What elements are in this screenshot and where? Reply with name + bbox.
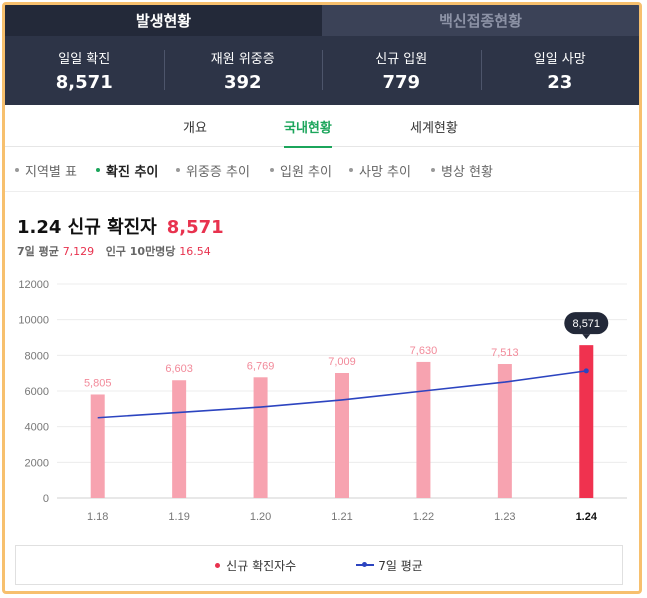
main-tabs: 발생현황 백신접종현황: [5, 5, 639, 36]
sub-tabs: 개요 국내현황 세계현황: [5, 105, 639, 148]
stat-daily-confirmed: 일일 확진 8,571: [5, 36, 164, 105]
summary-header: 발생현황 백신접종현황 일일 확진 8,571 재원 위중증 392 신규 입원…: [5, 5, 639, 105]
bullet-icon: [270, 168, 274, 172]
bar-data-label: 8,571: [573, 318, 601, 330]
headline-value: 8,571: [166, 217, 224, 238]
bullet-icon: [349, 168, 353, 172]
x-tick-label: 1.24: [576, 511, 598, 523]
chart-headline: 1.24 신규 확진자 8,571: [17, 213, 224, 239]
bar: [416, 361, 431, 498]
bullet-icon: [15, 168, 19, 172]
filter-region-table[interactable]: 지역별 표: [15, 148, 77, 192]
bullet-icon: [96, 168, 100, 172]
bar: [579, 345, 594, 498]
y-tick-label: 6000: [25, 386, 49, 398]
legend-label: 신규 확진자수: [226, 558, 297, 573]
legend-line-icon: [356, 562, 375, 567]
x-tick-label: 1.23: [494, 511, 515, 523]
chart-legend: 신규 확진자수 7일 평균: [15, 545, 623, 585]
filter-label: 병상 현황: [441, 164, 493, 180]
bar-data-label: 6,769: [247, 360, 275, 372]
stat-value: 23: [547, 72, 573, 93]
x-tick-label: 1.21: [331, 511, 352, 523]
x-tick-label: 1.22: [413, 511, 434, 523]
bar: [335, 373, 349, 498]
filter-label: 위중증 추이: [186, 164, 250, 180]
legend-item-average[interactable]: 7일 평균: [356, 557, 423, 574]
y-tick-label: 2000: [25, 457, 49, 469]
x-tick-label: 1.19: [168, 511, 189, 523]
confirmed-trend-chart: 0 2000 4000 6000 8000 10000 12000 5,805 1.18 6,60…: [18, 279, 627, 523]
pop-value: 16.54: [179, 245, 211, 258]
y-tick-label: 0: [43, 493, 49, 505]
bar: [497, 364, 512, 498]
y-tick-label: 10000: [18, 315, 49, 327]
x-tick-label: 1.18: [87, 511, 108, 523]
data-label-bubble: [564, 312, 609, 335]
stat-value: 779: [382, 72, 421, 93]
avg-label: 7일 평균: [17, 245, 59, 258]
bar-data-label: 7,009: [328, 356, 356, 368]
bubble-pointer: [582, 334, 591, 340]
stat-value: 8,571: [55, 72, 113, 93]
stat-label: 일일 사망: [533, 52, 586, 67]
legend-item-bars[interactable]: 신규 확진자수: [215, 557, 296, 574]
bullet-icon: [176, 168, 180, 172]
pop-label: 인구 10만명당: [105, 245, 176, 258]
y-tick-label: 12000: [18, 279, 49, 291]
stat-new-admissions: 신규 입원 779: [322, 36, 481, 105]
bar-data-label: 7,513: [491, 347, 519, 359]
bullet-icon: [431, 168, 435, 172]
y-tick-label: 8000: [25, 350, 49, 362]
legend-label: 7일 평균: [378, 558, 423, 573]
bar: [253, 377, 268, 498]
tab-overview[interactable]: 개요: [183, 120, 207, 136]
stat-label: 신규 입원: [375, 52, 428, 67]
filter-bed-status[interactable]: 병상 현황: [431, 148, 493, 192]
avg-value: 7,129: [62, 245, 95, 258]
x-tick-label: 1.20: [250, 511, 271, 523]
bar: [172, 380, 187, 498]
average-line: [97, 370, 587, 419]
tab-world[interactable]: 세계현황: [410, 120, 458, 136]
bar-data-label: 5,805: [84, 377, 112, 389]
filter-label: 사망 추이: [359, 164, 411, 180]
tab-outbreak-status[interactable]: 발생현황: [5, 5, 322, 36]
filter-bar: 지역별 표 확진 추이 위중증 추이 입원 추이 사망 추이 병상 현황: [5, 148, 639, 192]
y-tick-label: 4000: [25, 422, 49, 434]
filter-label: 확진 추이: [106, 164, 159, 180]
bar-data-label: 7,630: [410, 345, 438, 357]
app-frame: 발생현황 백신접종현황 일일 확진 8,571 재원 위중증 392 신규 입원…: [2, 2, 642, 594]
bar: [90, 394, 105, 498]
filter-death-trend[interactable]: 사망 추이: [349, 148, 411, 192]
chart-subline: 7일 평균 7,129 인구 10만명당 16.54: [17, 243, 211, 259]
filter-label: 입원 추이: [280, 164, 332, 180]
stat-label: 재원 위중증: [210, 52, 275, 67]
average-point: [583, 368, 589, 374]
filter-confirmed-trend[interactable]: 확진 추이: [96, 148, 158, 192]
bar-data-label: 6,603: [165, 363, 193, 375]
stats-row: 일일 확진 8,571 재원 위중증 392 신규 입원 779 일일 사망 2…: [5, 36, 639, 105]
tab-vaccination-status[interactable]: 백신접종현황: [322, 5, 639, 36]
tab-domestic[interactable]: 국내현황: [284, 105, 332, 148]
filter-label: 지역별 표: [25, 164, 77, 180]
stat-value: 392: [223, 72, 262, 93]
legend-dot-icon: [215, 562, 221, 568]
filter-critical-trend[interactable]: 위중증 추이: [176, 148, 250, 192]
stat-critical: 재원 위중증 392: [163, 36, 323, 105]
filter-admission-trend[interactable]: 입원 추이: [270, 148, 332, 192]
stat-daily-deaths: 일일 사망 23: [480, 36, 640, 105]
stat-label: 일일 확진: [58, 52, 111, 67]
headline-title: 1.24 신규 확진자: [17, 217, 157, 238]
